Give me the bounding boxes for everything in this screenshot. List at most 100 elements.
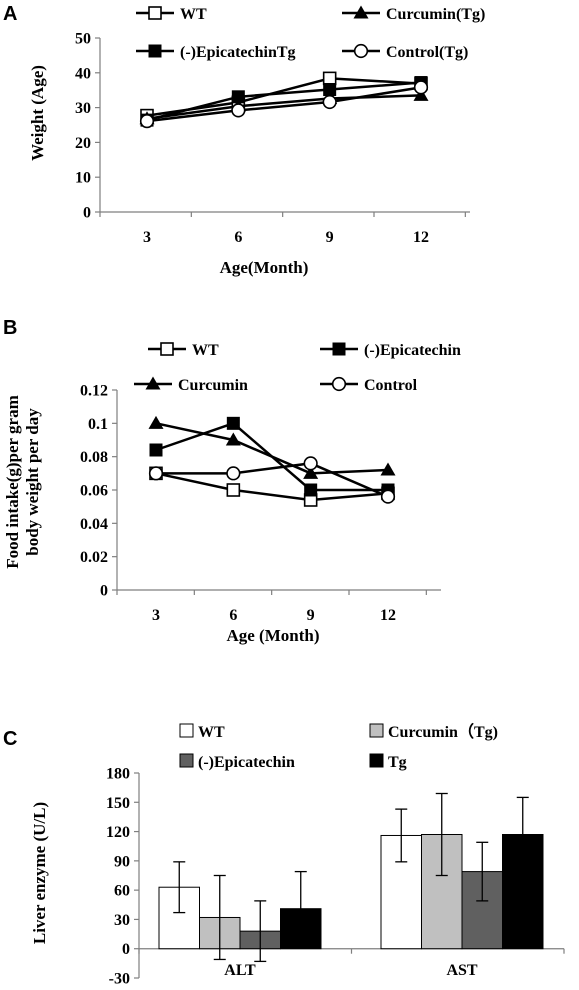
legend-item: Curcumin [134, 376, 248, 394]
chart-panel-c: C -30 0 30 60 90 120 150 180 ALT AST Liver enzyme (… [3, 723, 565, 988]
y-tick-label: 90 [114, 853, 130, 870]
y-tick-label: 30 [75, 100, 91, 117]
x-axis-title: Age(Month) [220, 258, 309, 277]
y-axis-title: body weight per day [23, 408, 42, 556]
chart-panel-a: A 0 10 20 30 40 50 3 6 9 12 Age(Month) Weight (Age) W… [3, 3, 485, 277]
legend-label: (-)EpicatechinTg [180, 44, 296, 61]
data-point [231, 103, 246, 118]
y-tick-label: 0.12 [80, 383, 108, 400]
legend-label: WT [180, 6, 207, 23]
data-point [225, 432, 241, 446]
y-tick-label: 0.1 [88, 416, 108, 433]
legend-label: (-)Epicatechin [198, 754, 295, 771]
legend-label: Control(Tg) [386, 44, 468, 61]
legend-item: (-)Epicatechin [320, 342, 461, 359]
legend-item: WT [179, 723, 225, 741]
legend-label: Control [364, 377, 418, 394]
data-point [226, 483, 241, 497]
y-tick-label: 30 [114, 912, 130, 929]
data-point [322, 94, 337, 110]
x-tick-label: 12 [380, 607, 396, 624]
y-tick-label: 0.04 [80, 516, 108, 533]
legend-swatch [369, 723, 384, 738]
x-category-label: ALT [224, 962, 256, 979]
x-tick-label: 6 [229, 607, 237, 624]
series-line [146, 81, 422, 122]
legend-item: (-)EpicatechinTg [136, 44, 296, 61]
y-tick-label: 0.06 [80, 483, 108, 500]
legend-label: Curcumin（Tg) [388, 723, 498, 741]
y-tick-label: 0 [100, 583, 108, 600]
y-tick-label: 0.02 [80, 549, 108, 566]
series-line [155, 422, 389, 475]
y-axis-title: Weight (Age) [28, 65, 47, 161]
legend-label: Tg [388, 754, 407, 771]
y-tick-label: 0 [83, 205, 91, 222]
legend-label: Curcumin [178, 377, 248, 394]
series-curcumin [148, 415, 396, 479]
legend-marker [353, 43, 369, 59]
y-axis-title: Food intake(g)per gram [3, 395, 22, 568]
panel-label: B [3, 317, 17, 339]
series-line [146, 86, 422, 123]
data-point [226, 466, 241, 481]
legend-item: (-)Epicatechin [179, 753, 295, 771]
y-axis-title: Liver enzyme (U/L) [30, 802, 49, 944]
series-line [155, 472, 389, 502]
legend-item: Tg [369, 753, 407, 771]
y-tick-label: -30 [109, 971, 130, 988]
series-line [156, 462, 389, 498]
legend-swatch [179, 723, 194, 738]
y-tick-label: 120 [106, 824, 130, 841]
data-point [226, 416, 240, 430]
legend-marker [145, 376, 161, 390]
panel-label: C [3, 728, 17, 750]
y-tick-label: 0 [122, 941, 130, 958]
y-tick-label: 50 [75, 31, 91, 48]
data-point [139, 114, 155, 129]
series-line [146, 94, 422, 120]
data-point [322, 71, 337, 86]
data-point [303, 456, 318, 471]
legend-swatch [179, 753, 194, 768]
y-tick-label: 60 [114, 883, 130, 900]
legend-item: Curcumin(Tg) [342, 5, 485, 23]
y-tick-label: 10 [75, 170, 91, 187]
y-tick-label: 150 [106, 795, 130, 812]
data-point [149, 443, 163, 457]
x-tick-label: 9 [326, 229, 334, 246]
bar-group-alt: ALT [158, 861, 322, 979]
y-tick-label: 180 [106, 766, 130, 783]
legend-marker [148, 6, 162, 20]
data-point [304, 483, 318, 497]
data-point [148, 466, 164, 481]
legend-swatch [369, 753, 384, 768]
y-tick-label: 20 [75, 135, 91, 152]
x-tick-label: 9 [307, 607, 315, 624]
legend-item: Control(Tg) [342, 43, 468, 61]
legend-label: (-)Epicatechin [364, 342, 461, 359]
x-tick-label: 12 [413, 229, 429, 246]
y-tick-label: 0.08 [80, 449, 108, 466]
data-point [148, 415, 164, 429]
legend-item: WT [136, 6, 207, 23]
x-tick-label: 6 [234, 229, 242, 246]
legend-label: WT [198, 724, 225, 741]
data-point [231, 90, 245, 104]
legend-marker [353, 5, 369, 19]
legend-marker [331, 376, 347, 392]
data-point [413, 80, 429, 95]
legend-label: Curcumin(Tg) [386, 6, 485, 23]
legend-item: Control [320, 376, 418, 394]
legend-marker [160, 342, 174, 356]
panel-label: A [3, 3, 17, 25]
legend-item: Curcumin（Tg) [369, 723, 498, 741]
legend-marker [332, 342, 346, 356]
bar-group-ast: AST [380, 792, 544, 979]
series-control-tg [139, 80, 429, 129]
y-tick-label: 40 [75, 65, 91, 82]
data-point [380, 462, 396, 476]
data-point [323, 83, 337, 97]
x-tick-label: 3 [143, 229, 151, 246]
